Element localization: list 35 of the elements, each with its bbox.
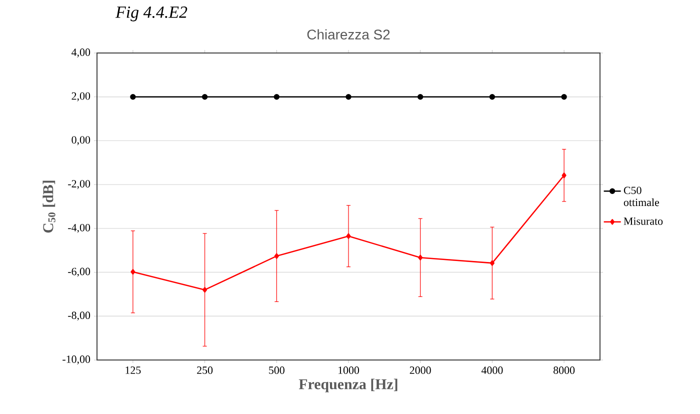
caption: Fig 4.4.E2 bbox=[115, 6, 188, 22]
point bbox=[562, 172, 566, 178]
point bbox=[130, 94, 136, 100]
legend-label: Misurato bbox=[624, 218, 663, 225]
point bbox=[274, 94, 280, 100]
y-tick-label: -4,00 bbox=[68, 224, 90, 233]
x-tick-label: 250 bbox=[197, 366, 213, 374]
point bbox=[489, 94, 496, 100]
x-tick-label: 125 bbox=[126, 366, 141, 374]
point bbox=[346, 94, 352, 100]
point bbox=[561, 94, 567, 100]
point bbox=[418, 94, 424, 100]
x-tick-label: 2000 bbox=[410, 366, 431, 374]
x-tick-label: 8000 bbox=[554, 366, 575, 374]
point bbox=[346, 233, 351, 239]
y-tick-label: 4,00 bbox=[72, 48, 90, 58]
x-axis-title: Frequenza [Hz] bbox=[298, 378, 398, 392]
point bbox=[202, 286, 208, 293]
point bbox=[274, 253, 279, 259]
point bbox=[418, 254, 423, 260]
x-tick-label: 500 bbox=[269, 366, 284, 374]
y-tick-label: -6,00 bbox=[68, 268, 90, 277]
x-tick-label: 4000 bbox=[481, 366, 503, 374]
chart-title: Chiarezza S2 bbox=[307, 29, 390, 40]
y-tick-label: 0,00 bbox=[72, 136, 90, 146]
point bbox=[490, 260, 495, 266]
point bbox=[130, 269, 136, 275]
x-tick-label: 1000 bbox=[338, 366, 360, 374]
y-tick-label: 2,00 bbox=[72, 92, 90, 102]
y-axis-title: C$_{50}$ [dB] bbox=[42, 180, 56, 233]
y-tick-label: -10,00 bbox=[62, 356, 90, 364]
y-tick-label: -8,00 bbox=[68, 312, 90, 321]
point bbox=[202, 94, 208, 100]
y-tick-label: -2,00 bbox=[68, 180, 90, 190]
legend-label: C50 ottimale bbox=[624, 186, 660, 206]
